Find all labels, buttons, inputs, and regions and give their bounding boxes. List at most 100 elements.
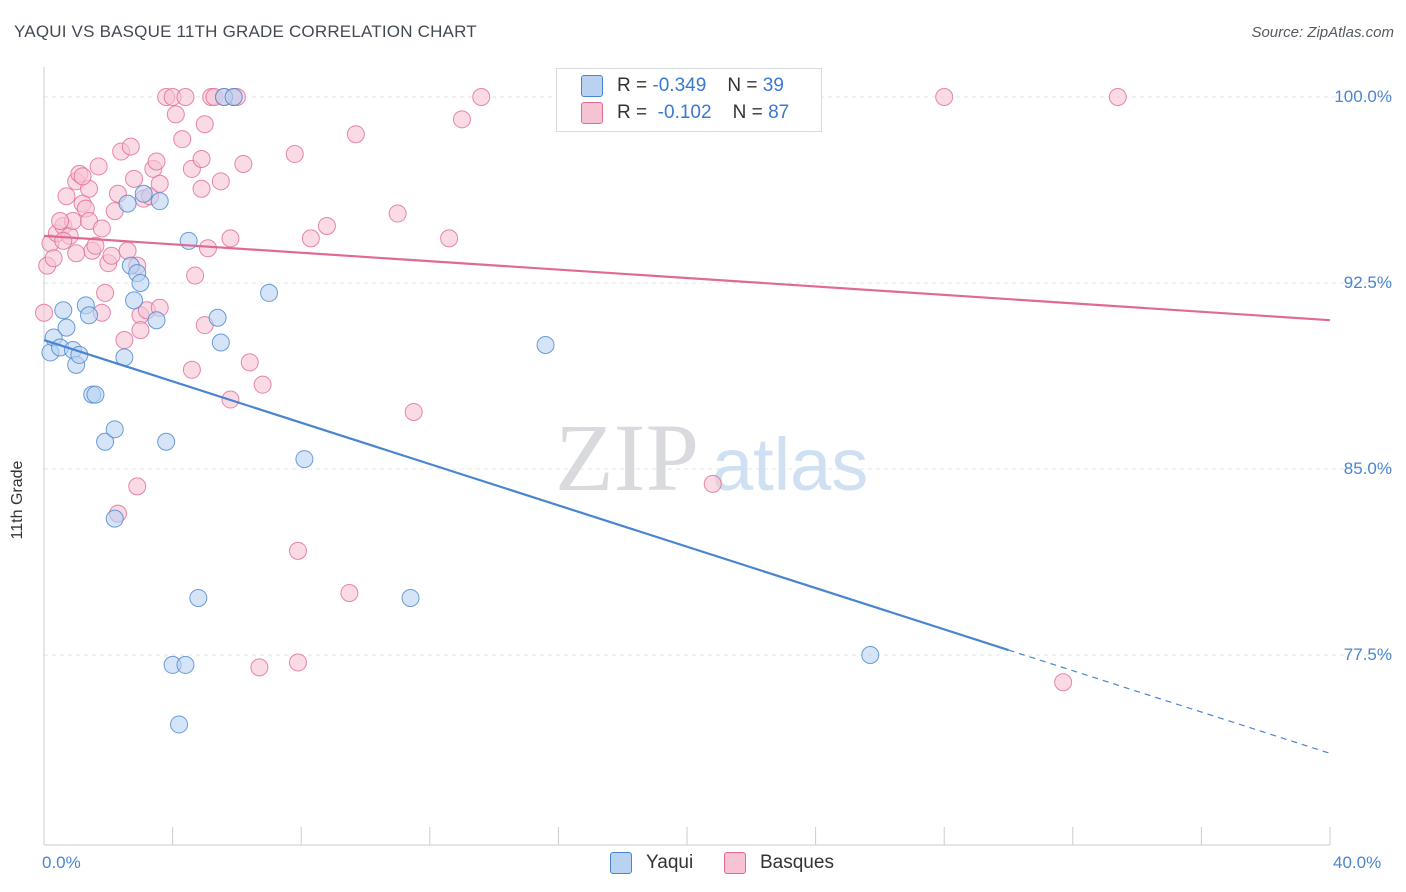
legend-swatch-yaqui <box>610 852 632 874</box>
point-basques <box>86 236 105 255</box>
point-basques <box>253 375 272 394</box>
point-yaqui <box>147 311 166 330</box>
legend-n-label: N = <box>727 75 758 96</box>
point-yaqui <box>536 336 555 354</box>
point-basques <box>96 283 115 302</box>
point-basques <box>118 241 137 260</box>
point-basques <box>192 150 211 168</box>
x-tick-label-min: 0.0% <box>42 853 81 872</box>
point-basques <box>195 115 214 134</box>
point-basques <box>198 239 217 258</box>
point-basques <box>92 219 111 238</box>
point-yaqui <box>157 432 176 451</box>
point-yaqui <box>176 655 195 674</box>
point-basques <box>317 216 336 235</box>
point-yaqui <box>105 420 124 439</box>
point-basques <box>935 88 954 106</box>
point-basques <box>240 353 259 372</box>
point-yaqui <box>57 318 76 337</box>
point-yaqui <box>96 432 115 451</box>
point-basques <box>115 331 134 350</box>
chart-title: YAQUI VS BASQUE 11TH GRADE CORRELATION C… <box>14 22 477 41</box>
legend-swatch-basques <box>581 102 603 124</box>
watermark-atlas: atlas <box>712 423 868 506</box>
point-basques <box>452 110 471 129</box>
watermark-zip: ZIP <box>555 404 699 511</box>
y-tick-label: 77.5% <box>1343 645 1392 664</box>
point-basques <box>89 157 108 176</box>
point-basques <box>44 249 63 268</box>
point-basques <box>288 653 307 672</box>
legend-item-yaqui[interactable]: Yaqui <box>610 852 693 874</box>
point-basques <box>166 105 185 124</box>
point-basques <box>211 172 230 191</box>
point-basques <box>73 167 92 186</box>
y-tick-label: 85.0% <box>1343 459 1392 478</box>
y-tick-label: 100.0% <box>1334 87 1392 106</box>
point-basques <box>703 474 722 493</box>
trend-line-basques <box>43 234 1331 322</box>
point-basques <box>301 229 320 248</box>
legend-r-value: -0.349 <box>652 75 707 96</box>
point-yaqui <box>80 306 99 325</box>
point-yaqui <box>54 301 73 320</box>
point-basques <box>404 402 423 421</box>
y-tick-label: 92.5% <box>1343 273 1392 292</box>
legend-n-value: 39 <box>762 75 784 96</box>
legend-swatch-yaqui <box>581 75 603 97</box>
point-yaqui <box>224 88 243 106</box>
point-yaqui <box>150 192 169 211</box>
watermark: ZIP atlas <box>555 404 868 511</box>
point-basques <box>1108 88 1127 106</box>
point-basques <box>234 154 253 173</box>
point-yaqui <box>105 509 124 528</box>
point-yaqui <box>125 291 144 310</box>
point-basques <box>121 137 140 156</box>
legend-n-label: N = <box>732 102 763 123</box>
point-basques <box>250 658 269 677</box>
point-yaqui <box>211 333 230 352</box>
point-basques <box>288 541 307 560</box>
legend-label-yaqui: Yaqui <box>646 852 694 873</box>
series-yaqui-points <box>41 88 880 734</box>
point-yaqui <box>260 283 279 302</box>
legend-item-basques[interactable]: Basques <box>724 852 834 874</box>
point-yaqui <box>86 385 105 404</box>
x-tick-label-max: 40.0% <box>1333 853 1382 872</box>
series-basques-points <box>35 88 1127 692</box>
point-yaqui <box>208 308 227 327</box>
point-basques <box>51 212 70 230</box>
point-basques <box>221 229 240 248</box>
point-yaqui <box>861 646 880 664</box>
point-basques <box>186 266 205 285</box>
point-yaqui <box>189 588 208 607</box>
point-basques <box>388 204 407 223</box>
point-basques <box>102 246 121 265</box>
point-basques <box>67 244 86 263</box>
point-basques <box>346 125 365 144</box>
trend-lines <box>43 234 1331 754</box>
series-legend: Yaqui Basques <box>0 852 1406 878</box>
legend-n-value: 87 <box>768 102 790 123</box>
legend-swatch-basques <box>724 852 746 874</box>
source-label: Source: ZipAtlas.com <box>1251 24 1394 41</box>
trend-line-yaqui <box>43 338 1009 652</box>
legend-row-yaqui: R = -0.349 N = 39 <box>581 73 784 99</box>
correlation-legend: R = -0.349 N = 39 R = -0.102 N = 87 <box>556 68 822 132</box>
point-basques <box>125 169 144 188</box>
axes <box>43 67 1331 846</box>
legend-r-label: R = <box>617 102 648 123</box>
legend-row-basques: R = -0.102 N = 87 <box>581 100 789 126</box>
point-basques <box>35 303 53 322</box>
y-axis-label: 11th Grade <box>9 460 26 540</box>
point-basques <box>150 174 169 193</box>
point-yaqui <box>401 588 420 607</box>
point-basques <box>131 321 150 340</box>
point-yaqui <box>134 184 153 203</box>
point-basques <box>54 231 73 250</box>
point-basques <box>147 152 166 171</box>
point-basques <box>472 88 491 106</box>
point-basques <box>176 88 195 106</box>
point-yaqui <box>131 274 150 292</box>
